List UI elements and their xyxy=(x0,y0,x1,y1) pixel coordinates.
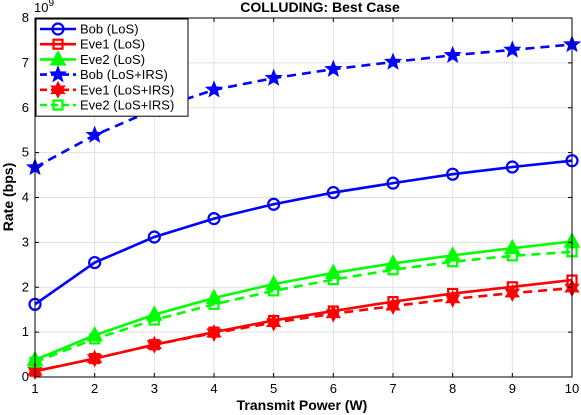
y-tick-label: 7 xyxy=(22,55,29,70)
x-tick-label: 8 xyxy=(449,381,456,396)
series-eve1-los-irs- xyxy=(27,279,580,381)
data-point xyxy=(385,297,401,316)
series-line xyxy=(34,43,573,169)
y-tick-label: 3 xyxy=(22,234,29,249)
legend-marker xyxy=(51,22,65,36)
series-line xyxy=(34,278,573,373)
x-tick-label: 3 xyxy=(151,381,158,396)
legend-marker xyxy=(52,99,64,111)
x-tick-label: 2 xyxy=(91,381,98,396)
legend: Bob (LoS)Eve1 (LoS)Eve2 (LoS)Bob (LoS+IR… xyxy=(35,18,189,117)
series-layer xyxy=(25,34,581,381)
legend-label: Bob (LoS+IRS) xyxy=(80,67,168,82)
legend-item: Eve1 (LoS) xyxy=(40,37,145,52)
data-point xyxy=(504,284,521,303)
data-point xyxy=(86,349,103,368)
data-point xyxy=(146,335,163,354)
data-point xyxy=(327,274,339,286)
legend-item: Eve2 (LoS) xyxy=(40,50,145,67)
data-point xyxy=(265,313,282,332)
y-axis-label: Rate (bps) xyxy=(0,163,16,231)
x-tick-label: 4 xyxy=(210,381,217,396)
legend-label: Eve2 (LoS+IRS) xyxy=(80,98,174,113)
data-point xyxy=(444,289,461,308)
data-point xyxy=(503,238,521,255)
legend-item: Eve2 (LoS+IRS) xyxy=(40,98,174,113)
data-point xyxy=(503,40,522,58)
chart-title: COLLUDING: Best Case xyxy=(240,0,400,15)
data-point xyxy=(204,80,224,98)
legend-item: Eve1 (LoS+IRS) xyxy=(40,80,174,99)
data-point xyxy=(89,333,101,345)
data-point xyxy=(208,298,220,310)
x-tick-label: 7 xyxy=(389,381,396,396)
y-exponent-power: 9 xyxy=(48,0,54,9)
legend-item: Bob (LoS+IRS) xyxy=(40,65,168,83)
data-point xyxy=(325,304,342,323)
legend-marker xyxy=(52,38,64,50)
series-line xyxy=(34,159,573,306)
series-eve2-los-irs- xyxy=(29,246,578,368)
x-tick-label: 5 xyxy=(270,381,277,396)
y-tick-label: 5 xyxy=(22,145,29,160)
data-point xyxy=(267,197,281,211)
legend-label: Eve2 (LoS) xyxy=(80,52,145,67)
legend-label: Eve1 (LoS) xyxy=(80,37,145,52)
data-point xyxy=(386,176,400,190)
data-point xyxy=(447,256,459,268)
legend-item: Bob (LoS) xyxy=(40,22,139,37)
x-tick-label: 6 xyxy=(330,381,337,396)
y-tick-label: 2 xyxy=(22,279,29,294)
x-tick-label: 1 xyxy=(31,381,38,396)
data-point xyxy=(207,211,221,226)
y-tick-label: 6 xyxy=(22,100,29,115)
y-tick-label: 0 xyxy=(22,369,29,384)
data-point xyxy=(326,185,340,200)
data-point xyxy=(206,324,222,342)
data-point xyxy=(148,314,160,326)
legend-marker xyxy=(50,80,66,99)
legend-label: Eve1 (LoS+IRS) xyxy=(80,82,174,97)
data-point xyxy=(324,59,343,77)
y-tick-label: 1 xyxy=(22,324,29,339)
data-point xyxy=(443,45,462,63)
data-point xyxy=(85,125,104,143)
legend-label: Bob (LoS) xyxy=(80,22,139,37)
x-tick-label: 9 xyxy=(509,381,516,396)
y-exponent-base: 10 xyxy=(34,0,48,15)
legend-marker xyxy=(49,50,67,66)
data-point xyxy=(264,68,283,86)
data-point xyxy=(505,160,519,174)
series-line xyxy=(34,240,573,362)
data-point xyxy=(268,285,280,297)
x-axis-label: Transmit Power (W) xyxy=(237,397,368,413)
series-eve2-los- xyxy=(26,232,581,367)
series-line xyxy=(34,286,573,373)
series-eve1-los- xyxy=(29,274,578,377)
data-point xyxy=(506,250,518,262)
series-bob-los- xyxy=(28,154,579,311)
y-tick-label: 4 xyxy=(22,190,29,205)
series-line xyxy=(34,250,573,364)
y-exponent: 109 xyxy=(34,0,54,15)
data-point xyxy=(446,167,460,181)
data-point xyxy=(387,264,399,276)
data-point xyxy=(147,230,161,244)
data-point xyxy=(88,255,102,270)
x-tick-label: 10 xyxy=(565,381,579,396)
y-tick-label: 8 xyxy=(22,10,29,25)
legend-marker xyxy=(48,65,68,83)
data-point xyxy=(383,52,403,70)
